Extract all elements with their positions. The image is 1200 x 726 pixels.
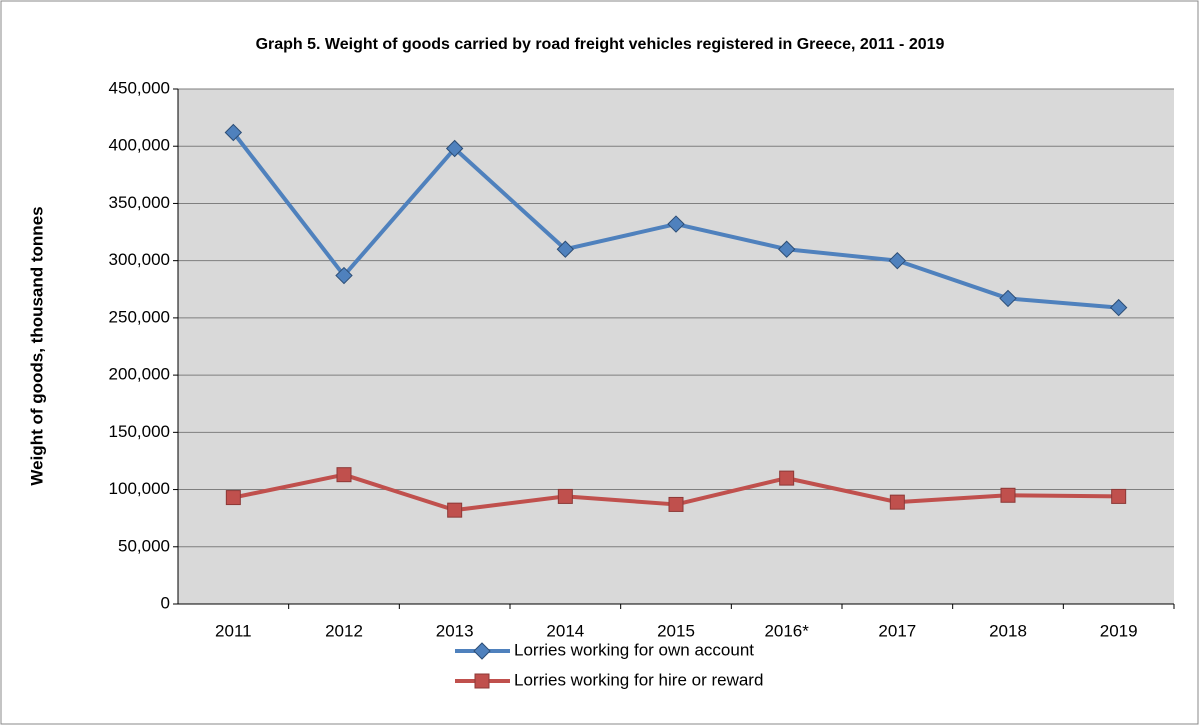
y-tick-label: 250,000 <box>109 307 170 326</box>
data-point <box>1000 487 1016 503</box>
data-point <box>779 470 795 486</box>
data-point <box>225 490 241 506</box>
legend-label: Lorries working for own account <box>514 640 754 659</box>
y-tick-label: 400,000 <box>109 136 170 155</box>
x-tick-label: 2019 <box>1100 621 1138 640</box>
legend-marker <box>474 673 490 689</box>
legend-marker <box>473 642 491 660</box>
x-tick-label: 2017 <box>878 621 916 640</box>
x-tick-label: 2013 <box>436 621 474 640</box>
x-tick-label: 2015 <box>657 621 695 640</box>
data-point <box>888 251 907 270</box>
data-point <box>999 289 1017 308</box>
y-tick-label: 200,000 <box>109 365 170 384</box>
y-tick-label: 300,000 <box>109 250 170 269</box>
data-point <box>667 215 685 233</box>
data-point <box>335 266 353 285</box>
data-point <box>668 496 684 512</box>
x-tick-label: 2014 <box>546 621 584 640</box>
data-point <box>224 123 243 142</box>
data-point <box>556 240 575 258</box>
data-point <box>557 488 573 504</box>
data-point <box>445 139 464 158</box>
plot-area <box>178 89 1174 604</box>
x-tick-label: 2012 <box>325 621 363 640</box>
x-tick-label: 2018 <box>989 621 1027 640</box>
data-point <box>889 494 905 510</box>
data-point <box>447 502 463 518</box>
y-tick-label: 150,000 <box>109 422 170 441</box>
y-tick-label: 450,000 <box>109 78 170 97</box>
y-tick-label: 100,000 <box>109 479 170 498</box>
y-tick-label: 0 <box>161 593 170 612</box>
legend-label: Lorries working for hire or reward <box>514 670 763 689</box>
data-point <box>777 240 796 258</box>
data-point <box>1109 298 1128 317</box>
chart-title: Graph 5. Weight of goods carried by road… <box>256 36 945 53</box>
y-axis-label: Weight of goods, thousand tonnes <box>27 206 46 485</box>
x-tick-label: 2016* <box>764 621 809 640</box>
x-tick-label: 2011 <box>215 621 252 640</box>
data-point <box>336 467 352 483</box>
y-tick-label: 350,000 <box>109 193 170 212</box>
y-tick-label: 50,000 <box>118 536 170 555</box>
data-point <box>1111 488 1127 504</box>
